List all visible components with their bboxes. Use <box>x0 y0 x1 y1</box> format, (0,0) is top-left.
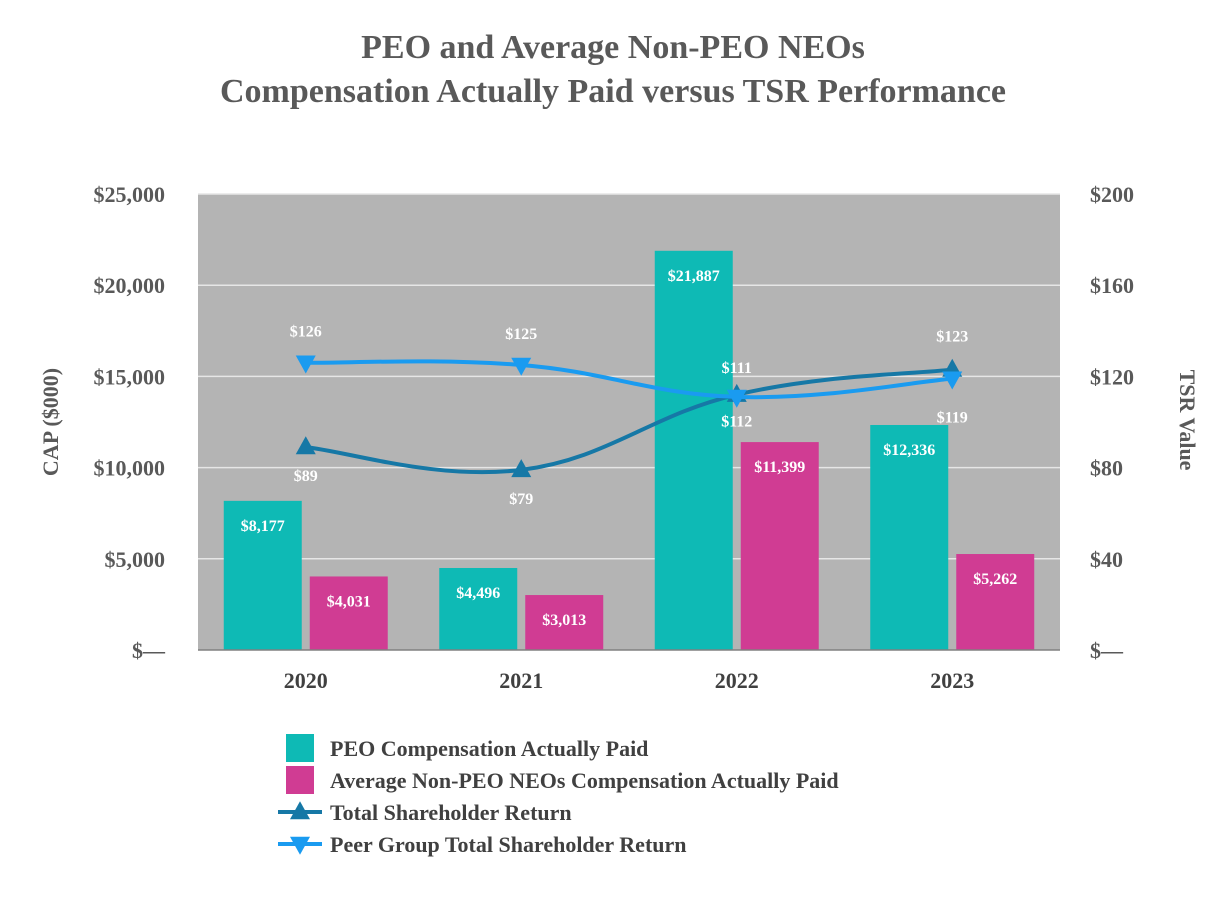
right-axis-tick: $— <box>1090 638 1124 663</box>
peer-tsr-value-label: $126 <box>290 324 322 341</box>
peo-cap-bar-label: $21,887 <box>668 268 720 285</box>
legend-tsr-marker <box>290 801 310 820</box>
right-axis-tick: $120 <box>1090 364 1134 389</box>
category-label: 2021 <box>499 668 543 693</box>
tsr-marker <box>511 459 532 478</box>
left-axis-title: CAP ($000) <box>38 368 63 476</box>
neo-cap-bar-label: $5,262 <box>973 571 1017 588</box>
peer-tsr-marker <box>942 371 963 390</box>
neo-cap-bar <box>740 442 819 650</box>
peo-cap-bar <box>654 250 733 650</box>
left-axis-tick: $10,000 <box>94 456 166 481</box>
tsr-value-label: $89 <box>294 468 318 485</box>
legend-peer-marker <box>290 836 310 855</box>
peer-tsr-value-label: $119 <box>937 410 968 427</box>
right-axis-tick: $200 <box>1090 182 1134 207</box>
right-axis-tick: $160 <box>1090 273 1134 298</box>
left-axis-ticks: $— $5,000 $10,000 $15,000 $20,000 $25,000 <box>94 182 167 663</box>
tsr-line <box>305 367 953 475</box>
legend: PEO Compensation Actually Paid Average No… <box>278 734 839 857</box>
neo-cap-bar <box>309 576 388 650</box>
peo-cap-bar-label: $12,336 <box>883 442 935 459</box>
neo-cap-bar <box>956 554 1035 650</box>
peo-cap-bar <box>223 500 302 650</box>
legend-label: Peer Group Total Shareholder Return <box>330 832 687 857</box>
neo-cap-bar-label: $4,031 <box>327 593 371 610</box>
peer-tsr-line <box>305 359 953 400</box>
category-label: 2022 <box>715 668 759 693</box>
peo-cap-bar-label: $8,177 <box>241 518 285 535</box>
legend-peo-swatch <box>286 734 314 762</box>
peer-tsr-value-label: $111 <box>722 360 752 377</box>
left-axis-tick: $15,000 <box>94 364 166 389</box>
category-label: 2023 <box>930 668 974 693</box>
legend-label: Average Non-PEO NEOs Compensation Actual… <box>330 768 839 793</box>
tsr-value-label: $79 <box>509 491 533 508</box>
neo-cap-bar-label: $11,399 <box>754 459 805 476</box>
chart-title-line-2: Compensation Actually Paid versus TSR Pe… <box>220 73 1006 110</box>
peer-tsr-marker <box>295 355 316 374</box>
tsr-lines: $89 $79 $112 $123 $126 $125 $111 $119 <box>290 324 969 508</box>
left-axis-tick: $20,000 <box>94 273 166 298</box>
tsr-marker <box>295 436 316 455</box>
legend-label: Total Shareholder Return <box>330 800 572 825</box>
category-labels: 2020 2021 2022 2023 <box>284 668 975 693</box>
peo-cap-bar <box>439 567 518 650</box>
right-axis-ticks: $— $40 $80 $120 $160 $200 <box>1090 182 1134 663</box>
chart-title-line-1: PEO and Average Non-PEO NEOs <box>361 29 865 66</box>
left-axis-tick: $5,000 <box>105 547 166 572</box>
peer-tsr-marker <box>511 357 532 376</box>
legend-label: PEO Compensation Actually Paid <box>330 736 648 761</box>
peo-cap-bar-label: $4,496 <box>456 585 500 602</box>
tsr-value-label: $123 <box>936 329 968 346</box>
category-label: 2020 <box>284 668 328 693</box>
neo-cap-bar <box>525 595 604 650</box>
right-axis-tick: $80 <box>1090 456 1123 481</box>
left-axis-tick: $25,000 <box>94 182 166 207</box>
neo-cap-bar-label: $3,013 <box>542 612 586 629</box>
legend-neo-swatch <box>286 766 314 794</box>
right-axis-title: TSR Value <box>1175 370 1200 471</box>
bars: $8,177 $4,496 $21,887 $12,336 $4,031 $3,013 $1… <box>223 250 1035 650</box>
peer-tsr-value-label: $125 <box>505 326 537 343</box>
right-axis-tick: $40 <box>1090 547 1123 572</box>
left-axis-tick: $— <box>132 638 166 663</box>
tsr-value-label: $112 <box>721 414 752 431</box>
peo-cap-bar <box>870 424 949 650</box>
peer-tsr-marker <box>726 389 747 408</box>
